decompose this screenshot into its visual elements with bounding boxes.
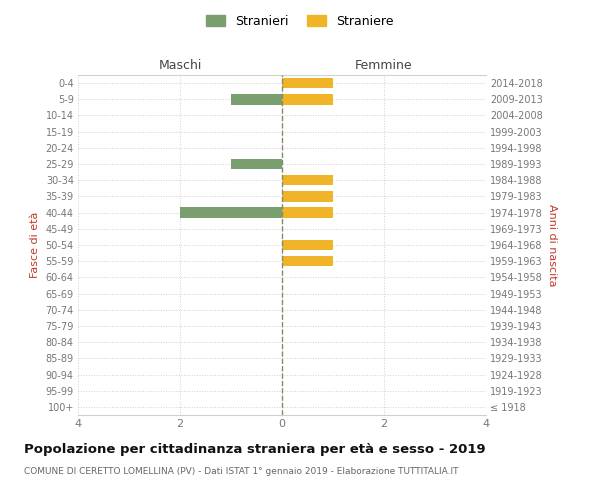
Bar — [180, 208, 282, 218]
Bar — [231, 94, 282, 104]
Text: COMUNE DI CERETTO LOMELLINA (PV) - Dati ISTAT 1° gennaio 2019 - Elaborazione TUT: COMUNE DI CERETTO LOMELLINA (PV) - Dati … — [24, 468, 458, 476]
Bar — [282, 191, 333, 202]
Text: Maschi: Maschi — [158, 60, 202, 72]
Y-axis label: Fasce di età: Fasce di età — [30, 212, 40, 278]
Text: Femmine: Femmine — [355, 60, 413, 72]
Bar — [282, 94, 333, 104]
Bar — [282, 78, 333, 88]
Bar — [231, 159, 282, 170]
Bar — [282, 256, 333, 266]
Text: Popolazione per cittadinanza straniera per età e sesso - 2019: Popolazione per cittadinanza straniera p… — [24, 442, 485, 456]
Bar — [282, 240, 333, 250]
Y-axis label: Anni di nascita: Anni di nascita — [547, 204, 557, 286]
Legend: Stranieri, Straniere: Stranieri, Straniere — [203, 11, 397, 32]
Bar — [282, 208, 333, 218]
Bar — [282, 175, 333, 186]
